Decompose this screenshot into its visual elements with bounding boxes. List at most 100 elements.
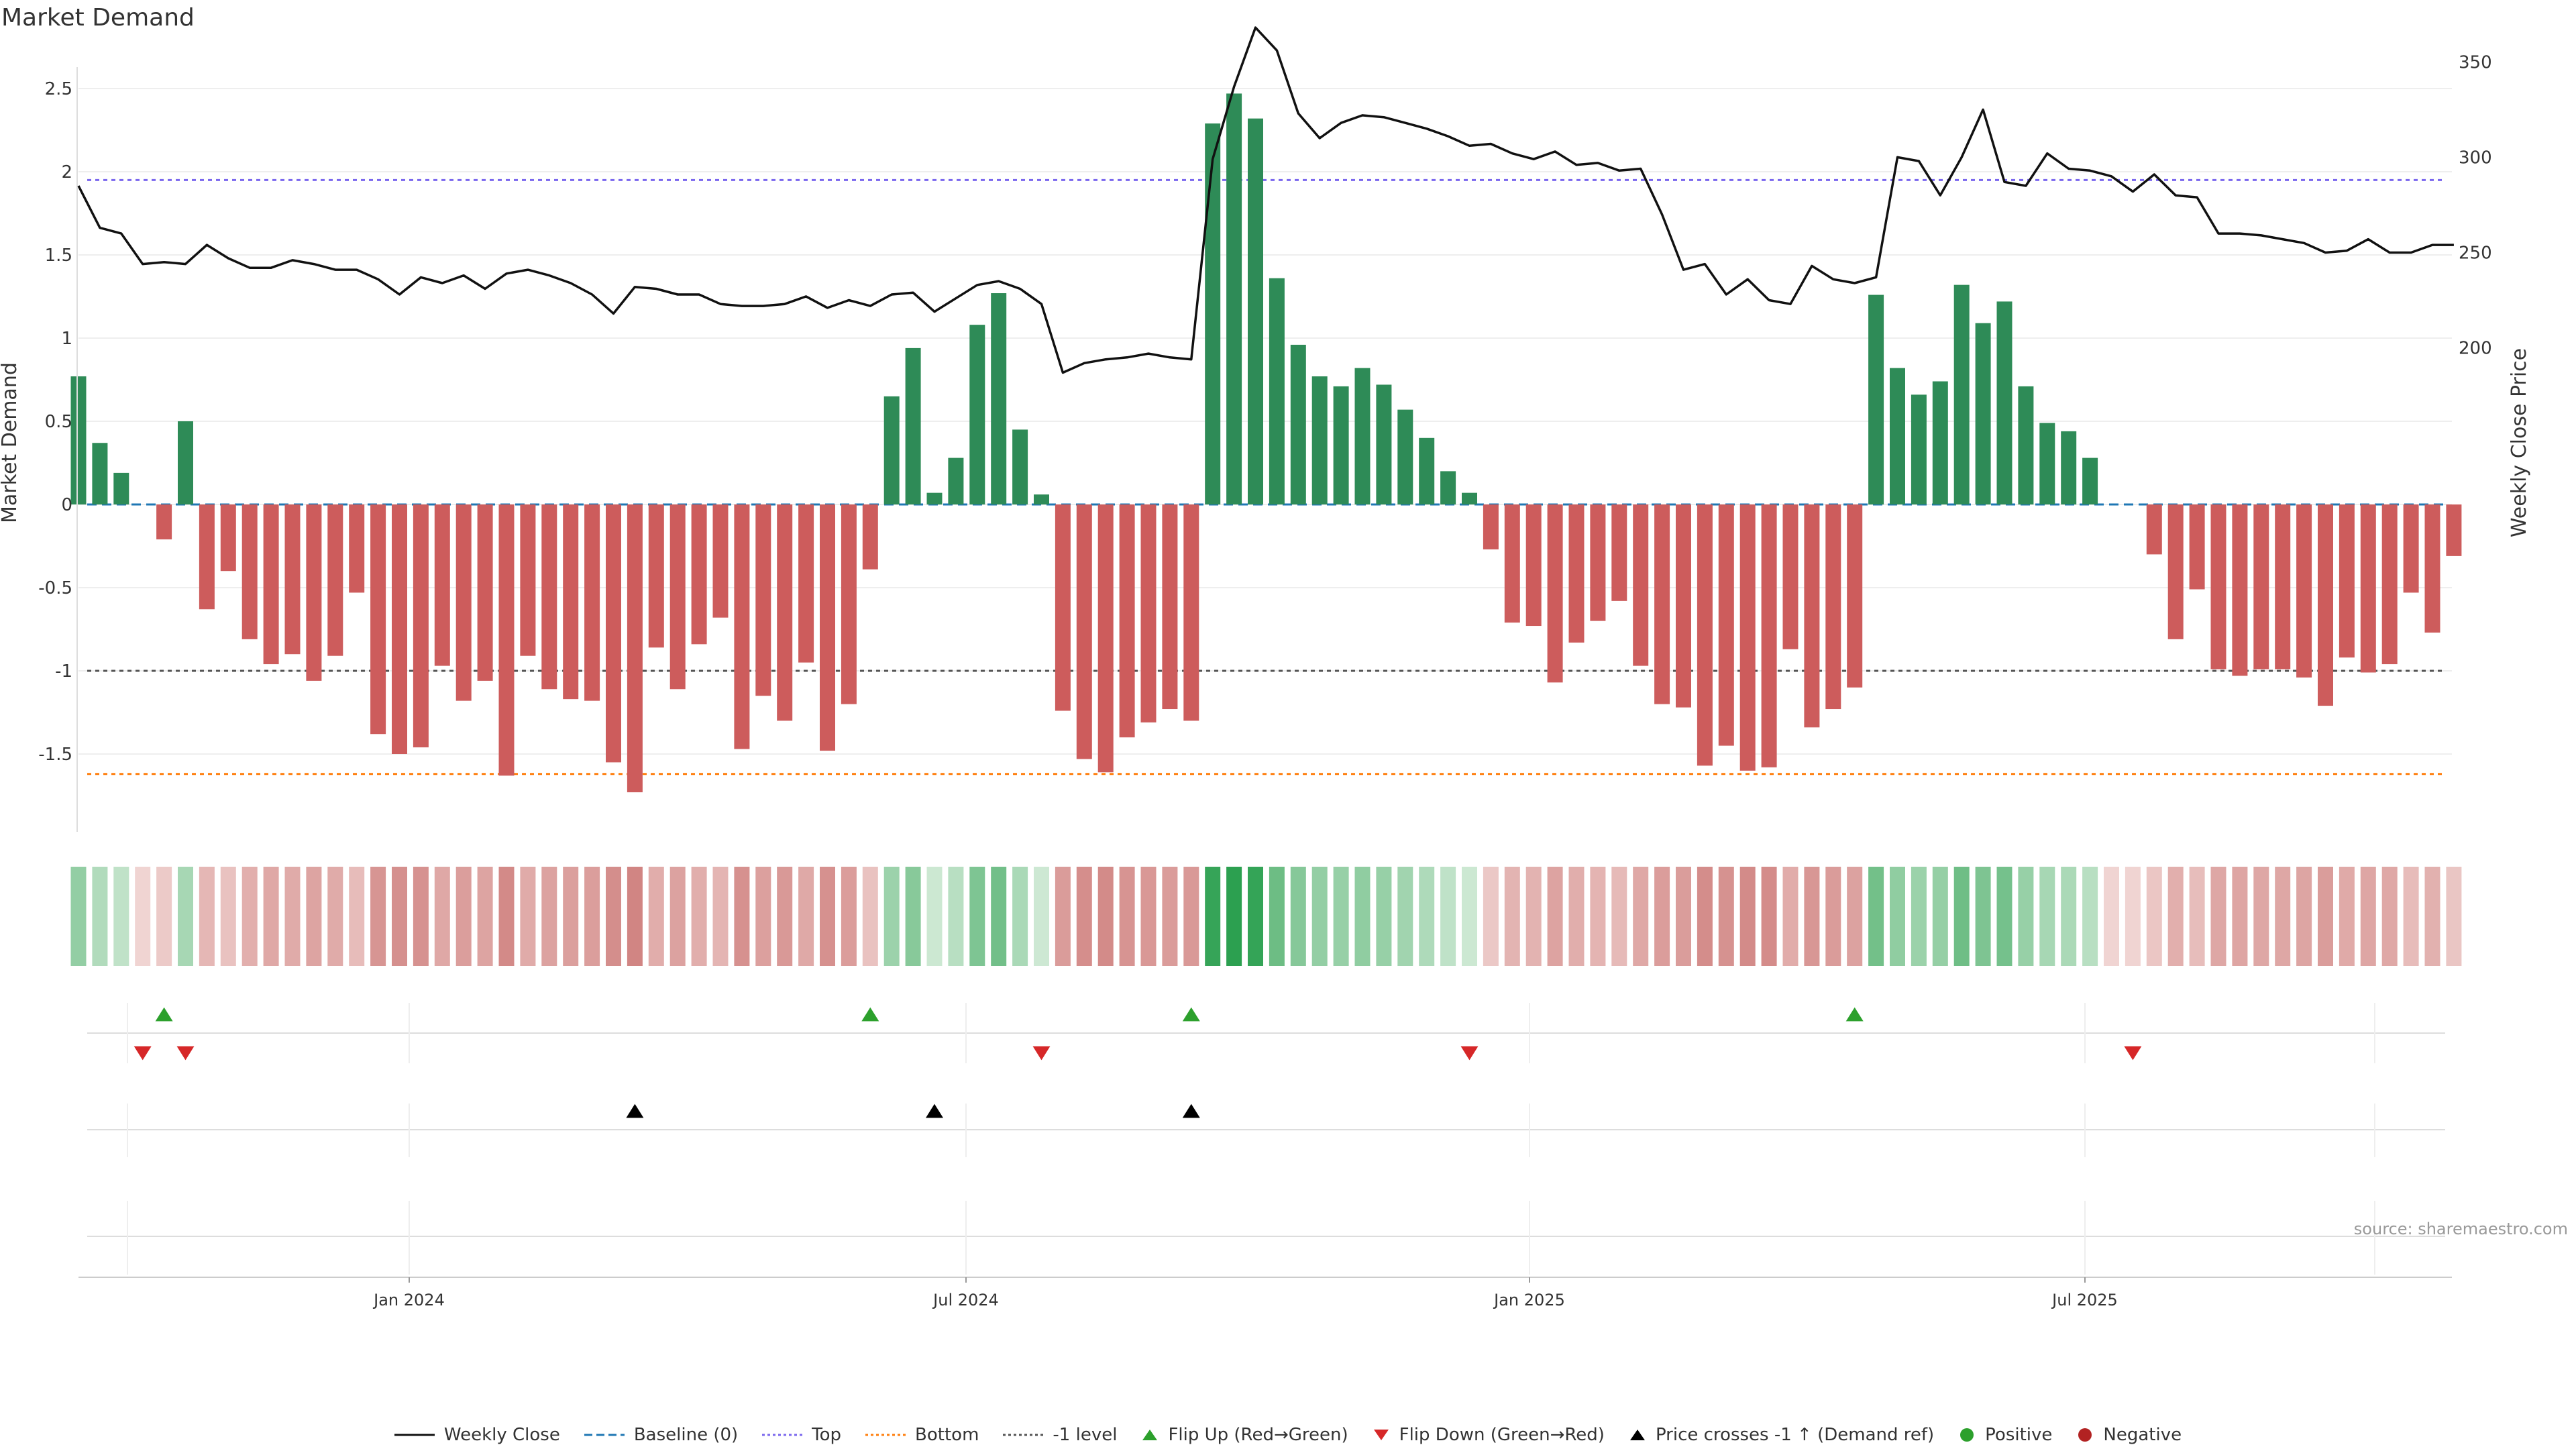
demand-bar	[584, 504, 600, 701]
demand-bar	[820, 504, 835, 751]
demand-bar	[1953, 284, 1970, 504]
legend-label: Positive	[1985, 1425, 2053, 1445]
demand-bar	[2210, 504, 2226, 669]
heat-cell	[1055, 867, 1071, 966]
demand-bar	[241, 504, 258, 639]
heat-cell	[2318, 867, 2333, 966]
legend-label: Flip Up (Red→Green)	[1168, 1425, 1348, 1445]
heat-cell	[392, 867, 407, 966]
demand-bar	[1739, 504, 1756, 771]
legend-item: -1 level	[1003, 1425, 1117, 1445]
heat-cell	[520, 867, 536, 966]
heat-cell	[584, 867, 600, 966]
heat-cell	[948, 867, 964, 966]
y-axis-title: Market Demand	[0, 362, 21, 523]
heat-cell	[1248, 867, 1263, 966]
heat-cell	[2018, 867, 2034, 966]
y2-tick-label: 350	[2459, 52, 2492, 72]
demand-bar	[1055, 504, 1071, 711]
demand-bar	[1012, 429, 1028, 504]
x-tick-label: Jan 2025	[1493, 1291, 1565, 1309]
demand-bar	[1419, 437, 1435, 504]
heat-cell	[1953, 867, 1970, 966]
heat-cell	[1140, 867, 1157, 966]
legend-symbol	[1629, 1430, 1645, 1440]
legend-symbol	[1003, 1434, 1044, 1436]
heat-cell	[563, 867, 579, 966]
heat-cell	[2253, 867, 2269, 966]
demand-bar	[2082, 458, 2098, 504]
heat-cell	[2125, 867, 2141, 966]
price-cross-marker	[1182, 1104, 1200, 1118]
demand-bar	[2253, 504, 2269, 669]
heat-cell	[1654, 867, 1670, 966]
heat-cell	[1504, 867, 1520, 966]
demand-bar	[455, 504, 472, 701]
heat-cell	[712, 867, 729, 966]
flip-up-marker	[1182, 1007, 1200, 1022]
demand-bar	[306, 504, 322, 681]
heat-cell	[1568, 867, 1585, 966]
legend-item: Price crosses -1 ↑ (Demand ref)	[1629, 1425, 1934, 1445]
demand-bar	[841, 504, 857, 704]
heat-cell	[1697, 867, 1713, 966]
heat-cell	[1525, 867, 1542, 966]
demand-bar	[926, 492, 943, 504]
demand-bars	[70, 93, 2462, 793]
chart-title: Market Demand	[1, 4, 195, 32]
y-tick-label: -0.5	[38, 578, 72, 598]
heat-cell	[905, 867, 921, 966]
demand-bar	[669, 504, 686, 690]
x-axis: Jan 2024 Jul 2024 Jan 2025 Jul 2025	[78, 1277, 2452, 1309]
demand-bar	[563, 504, 579, 700]
heat-cell	[1354, 867, 1371, 966]
demand-bar	[1996, 301, 2012, 504]
demand-bar	[2339, 504, 2355, 658]
demand-bar	[1462, 492, 1477, 504]
heat-cell	[1440, 867, 1456, 966]
x-tick-label: Jul 2024	[932, 1291, 999, 1309]
y-tick-label: -1.5	[38, 745, 72, 765]
legend-symbol	[2078, 1428, 2092, 1442]
heat-cell	[755, 867, 771, 966]
demand-bar	[2381, 504, 2398, 665]
heat-cell	[1975, 867, 1991, 966]
demand-bar	[1911, 394, 1927, 504]
demand-bar	[1119, 504, 1135, 738]
grid-layer	[78, 88, 2452, 755]
demand-bar	[1248, 118, 1263, 504]
y2-tick-label: 250	[2459, 244, 2492, 264]
heat-cell	[2275, 867, 2291, 966]
heat-cell	[1611, 867, 1627, 966]
demand-bar	[1633, 504, 1649, 666]
legend-item: Flip Down (Green→Red)	[1373, 1425, 1605, 1445]
demand-bar	[1140, 504, 1157, 722]
heat-cell	[1397, 867, 1413, 966]
demand-bar	[477, 504, 493, 681]
demand-bar	[1718, 504, 1734, 746]
price-layer	[77, 26, 2454, 374]
flip-down-marker	[176, 1046, 195, 1061]
demand-bar	[1654, 504, 1670, 704]
heat-cell	[1119, 867, 1135, 966]
heat-strip	[70, 867, 2462, 966]
heat-cell	[306, 867, 322, 966]
heat-cell	[820, 867, 835, 966]
heat-cell	[199, 867, 215, 966]
legend-item: Negative	[2076, 1425, 2182, 1445]
demand-bar	[1354, 368, 1371, 504]
demand-bar	[1782, 504, 1799, 649]
demand-bar	[798, 504, 814, 663]
heat-cell	[135, 867, 151, 966]
flip-up-marker	[861, 1007, 879, 1022]
demand-bar	[648, 504, 664, 648]
demand-bar	[1397, 409, 1413, 504]
demand-bar	[862, 504, 878, 570]
demand-bar	[969, 325, 985, 504]
heat-cell	[1590, 867, 1606, 966]
heat-cell	[2446, 867, 2462, 966]
flip-down-marker	[133, 1046, 152, 1061]
demand-bar	[1676, 504, 1691, 708]
y-tick-label: 1.5	[45, 246, 72, 266]
